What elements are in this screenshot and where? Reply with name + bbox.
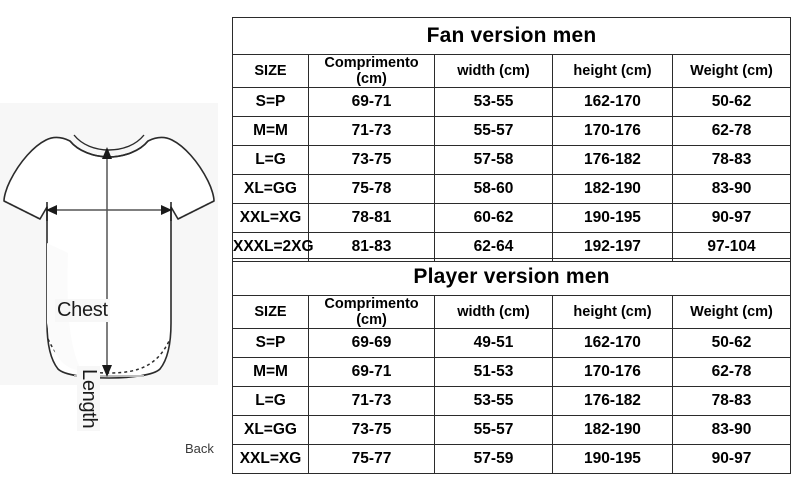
cell-height: 170-176 (552, 357, 673, 387)
player-table-title: Player version men (231, 258, 792, 296)
cell-width: 49-51 (434, 328, 553, 358)
cell-comprimento: 75-78 (308, 174, 435, 204)
table-row: XXXL=2XG 81-83 62-64 192-197 97-104 (232, 232, 792, 262)
length-arrow-bottom (102, 365, 112, 377)
chest-arrow-right (161, 205, 172, 215)
cell-height: 176-182 (552, 386, 673, 416)
cell-comprimento: 69-71 (308, 87, 435, 117)
cell-size: XL=GG (232, 415, 309, 445)
cell-comprimento: 73-75 (308, 415, 435, 445)
column-header-weight: Weight (cm) (671, 54, 792, 88)
left-sleeve-hem-stitch (3, 200, 41, 220)
column-header-width: width (cm) (434, 54, 553, 88)
cell-comprimento: 81-83 (308, 232, 435, 262)
cell-weight: 62-78 (671, 357, 792, 387)
player-version-size-table: Player version men SIZE Comprimento (cm)… (231, 258, 792, 474)
cell-height: 190-195 (552, 203, 673, 233)
table-row: L=G 73-75 57-58 176-182 78-83 (232, 145, 792, 175)
cell-comprimento: 69-69 (308, 328, 435, 358)
cell-size: L=G (232, 386, 309, 416)
cell-comprimento: 78-81 (308, 203, 435, 233)
table-header-row: SIZE Comprimento (cm) width (cm) height … (232, 54, 792, 88)
length-arrow-top (102, 147, 112, 159)
cell-weight: 83-90 (671, 415, 792, 445)
cell-weight: 78-83 (671, 386, 792, 416)
cell-weight: 50-62 (671, 87, 792, 117)
table-row: S=P 69-71 53-55 162-170 50-62 (232, 87, 792, 117)
column-header-size: SIZE (232, 295, 309, 329)
column-header-size: SIZE (232, 54, 309, 88)
fan-version-size-table: Fan version men SIZE Comprimento (cm) wi… (231, 17, 792, 262)
table-row: M=M 69-71 51-53 170-176 62-78 (232, 357, 792, 387)
cell-width: 53-55 (434, 87, 553, 117)
bottom-hem-stitch (47, 338, 171, 374)
cell-width: 53-55 (434, 386, 553, 416)
cell-size: XXL=XG (232, 203, 309, 233)
cell-width: 58-60 (434, 174, 553, 204)
cell-comprimento: 69-71 (308, 357, 435, 387)
cell-height: 162-170 (552, 87, 673, 117)
cell-width: 60-62 (434, 203, 553, 233)
right-sleeve-hem-stitch (177, 200, 215, 220)
cell-weight: 83-90 (671, 174, 792, 204)
cell-height: 162-170 (552, 328, 673, 358)
cell-size: L=G (232, 145, 309, 175)
cell-weight: 78-83 (671, 145, 792, 175)
cell-size: M=M (232, 357, 309, 387)
cell-height: 176-182 (552, 145, 673, 175)
cell-comprimento: 71-73 (308, 116, 435, 146)
cell-width: 57-59 (434, 444, 553, 474)
back-view-label: Back (185, 441, 214, 456)
cell-width: 55-57 (434, 116, 553, 146)
cell-size: XL=GG (232, 174, 309, 204)
cell-comprimento: 73-75 (308, 145, 435, 175)
cell-height: 170-176 (552, 116, 673, 146)
cell-height: 182-190 (552, 174, 673, 204)
cell-size: S=P (232, 328, 309, 358)
cell-width: 57-58 (434, 145, 553, 175)
cell-height: 182-190 (552, 415, 673, 445)
cell-size: S=P (232, 87, 309, 117)
chest-measure-label: Chest (55, 299, 110, 322)
table-row: S=P 69-69 49-51 162-170 50-62 (232, 328, 792, 358)
cell-comprimento: 75-77 (308, 444, 435, 474)
cell-weight: 97-104 (671, 232, 792, 262)
column-header-comprimento: Comprimento (cm) (308, 54, 435, 88)
chest-arrow-left (46, 205, 57, 215)
table-row: M=M 71-73 55-57 170-176 62-78 (232, 116, 792, 146)
column-header-height: height (cm) (552, 295, 673, 329)
table-row: XL=GG 75-78 58-60 182-190 83-90 (232, 174, 792, 204)
table-row: XL=GG 73-75 55-57 182-190 83-90 (232, 415, 792, 445)
table-title-row: Fan version men (231, 17, 792, 55)
cell-width: 51-53 (434, 357, 553, 387)
table-title-row: Player version men (231, 258, 792, 296)
column-header-comprimento: Comprimento (cm) (308, 295, 435, 329)
shirt-body-path (3, 136, 215, 379)
cell-weight: 62-78 (671, 116, 792, 146)
table-header-row: SIZE Comprimento (cm) width (cm) height … (232, 295, 792, 329)
length-measure-label: Length (77, 366, 100, 432)
shirt-diagram-panel: Chest Length Back (0, 103, 218, 456)
cell-height: 190-195 (552, 444, 673, 474)
table-row: XXL=XG 78-81 60-62 190-195 90-97 (232, 203, 792, 233)
column-header-height: height (cm) (552, 54, 673, 88)
cell-size: XXL=XG (232, 444, 309, 474)
shirt-illustration (3, 134, 215, 379)
cell-weight: 50-62 (671, 328, 792, 358)
column-header-width: width (cm) (434, 295, 553, 329)
cell-size: M=M (232, 116, 309, 146)
collar-inner-path (73, 134, 145, 151)
column-header-weight: Weight (cm) (671, 295, 792, 329)
cell-width: 55-57 (434, 415, 553, 445)
table-row: XXL=XG 75-77 57-59 190-195 90-97 (232, 444, 792, 474)
cell-weight: 90-97 (671, 444, 792, 474)
table-row: L=G 71-73 53-55 176-182 78-83 (232, 386, 792, 416)
fan-table-title: Fan version men (231, 17, 792, 55)
cell-weight: 90-97 (671, 203, 792, 233)
cell-comprimento: 71-73 (308, 386, 435, 416)
